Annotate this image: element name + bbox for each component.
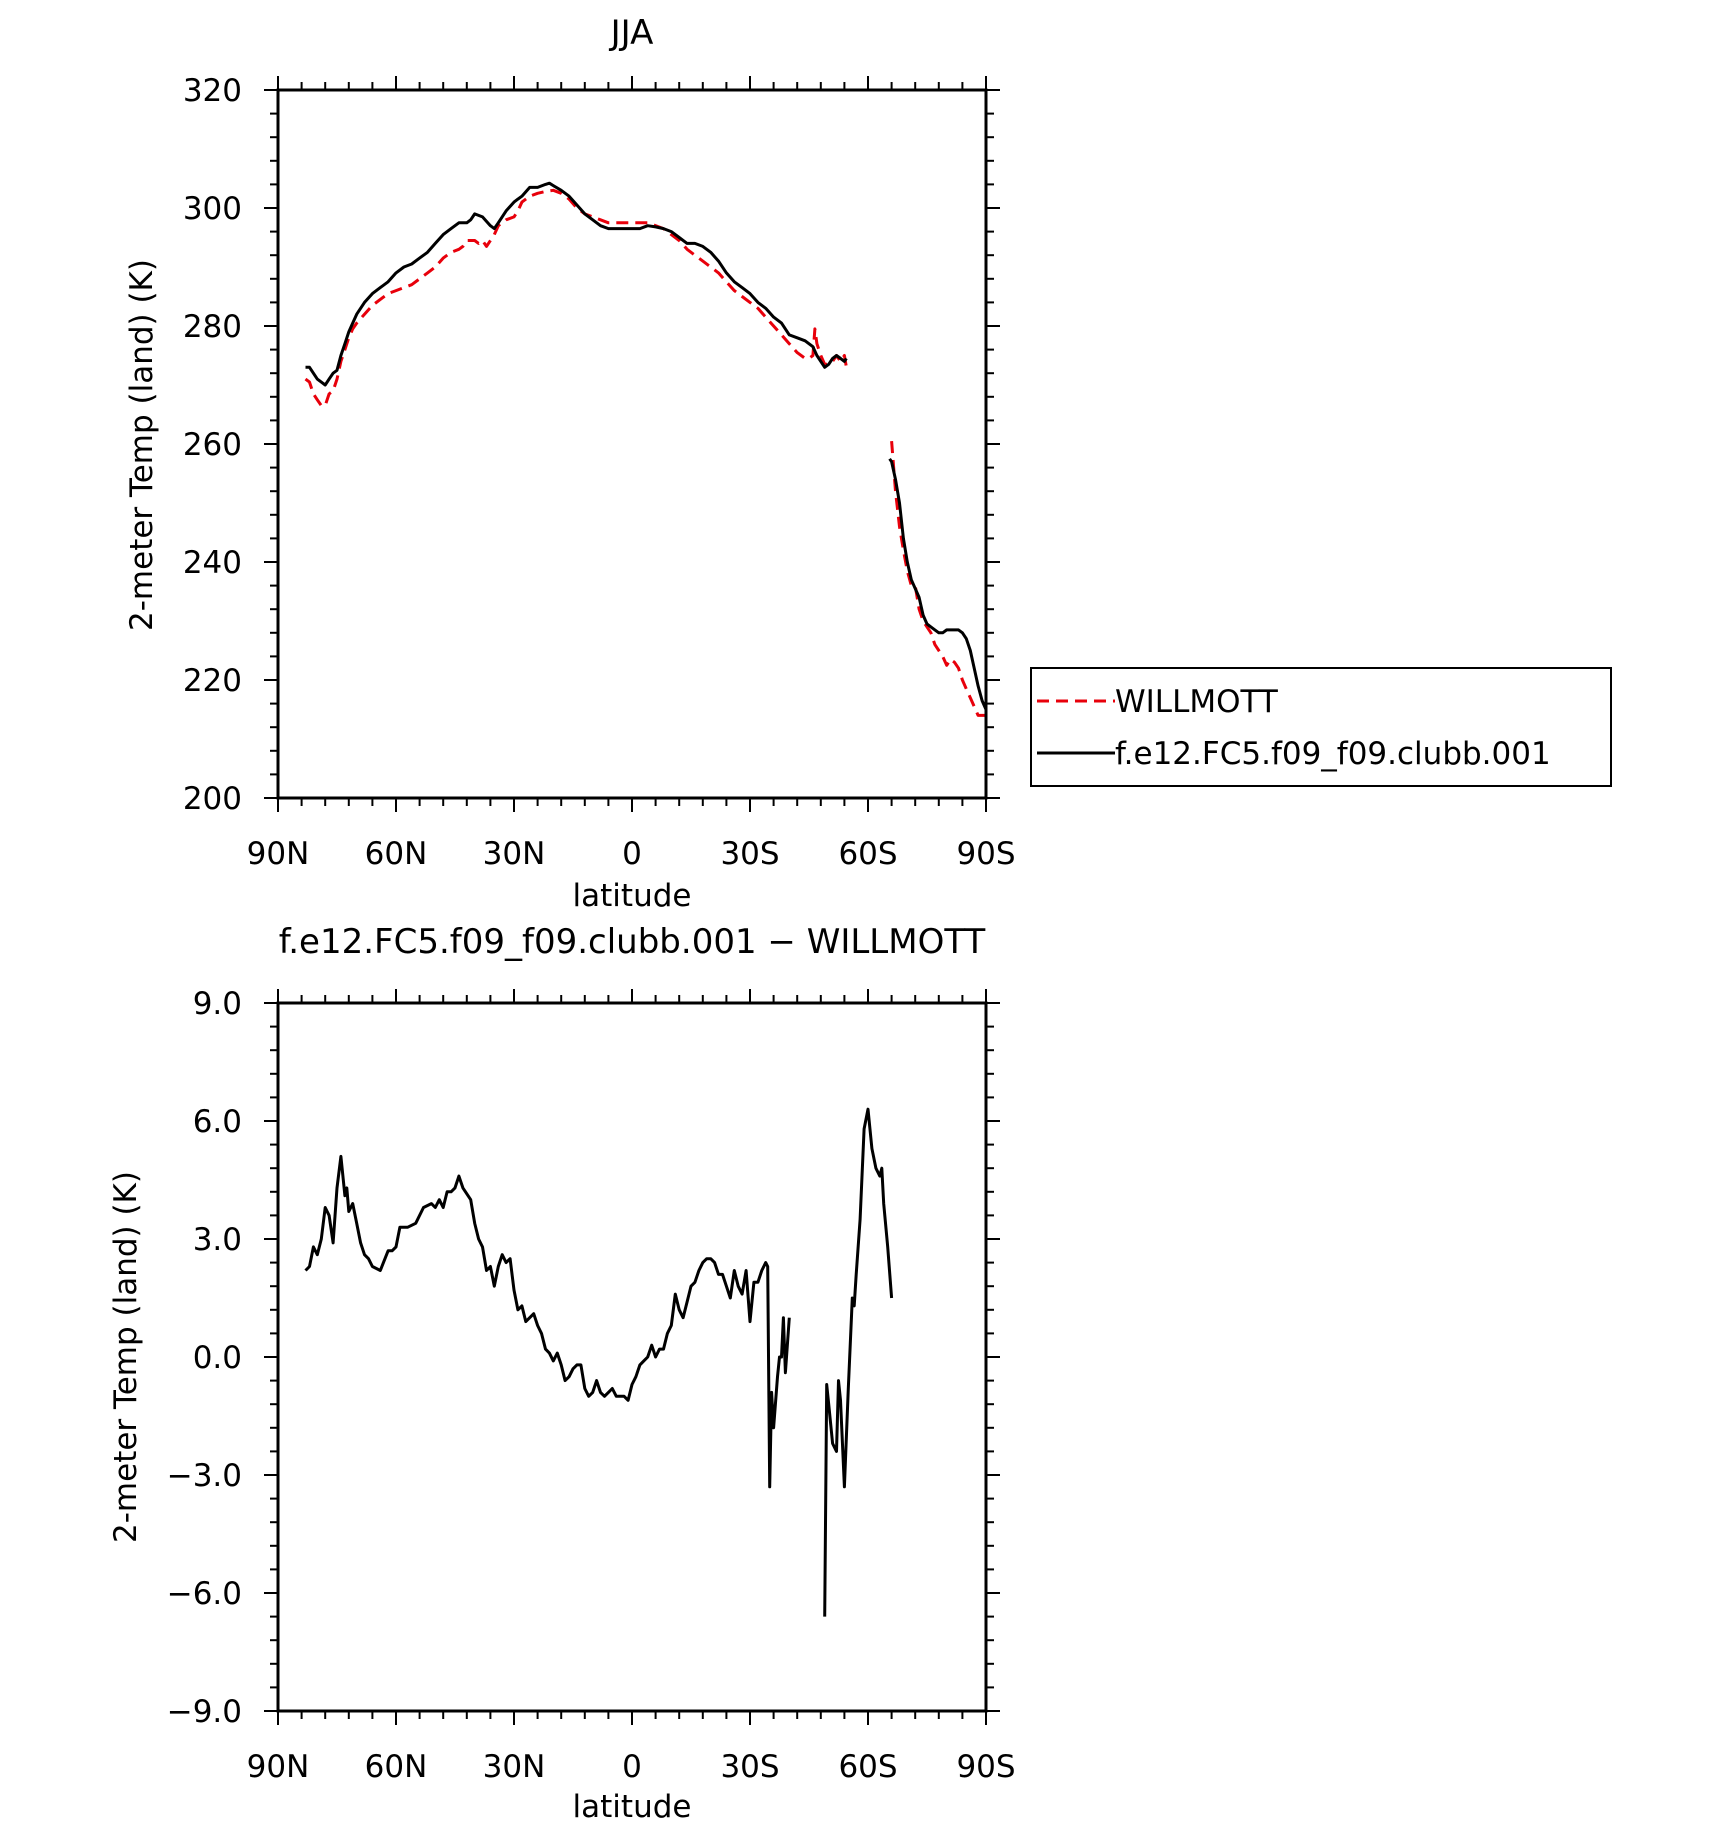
top-series-0-line — [304, 188, 848, 408]
top-x-tick-label: 30N — [483, 836, 546, 872]
top-panel: JJA 2-meter Temp (land) (K) latitude 90N… — [124, 13, 1612, 914]
bottom-x-tick-label: 60S — [838, 1749, 897, 1785]
bottom-x-tick-label: 90N — [247, 1749, 310, 1785]
bottom-x-tick-label: 30N — [483, 1749, 546, 1785]
bottom-panel: f.e12.FC5.f09_f09.clubb.001 − WILLMOTT 2… — [108, 922, 1016, 1822]
bottom-y-tick-label: −9.0 — [167, 1694, 242, 1730]
legend-label-model: f.e12.FC5.f09_f09.clubb.001 — [1115, 736, 1551, 772]
top-series-1-line — [305, 181, 848, 387]
legend-label-willmott: WILLMOTT — [1115, 684, 1279, 720]
bottom-data-lines — [304, 1107, 894, 1617]
legend-box — [1030, 667, 1612, 787]
bottom-series-0-line — [823, 1107, 894, 1617]
bottom-y-tick-labels: −9.0 −6.0 −3.0 0.0 3.0 6.0 9.0 — [167, 986, 242, 1730]
top-x-tick-label: 90S — [956, 836, 1015, 872]
top-y-tick-label: 320 — [183, 73, 242, 109]
top-series-0-line — [890, 440, 986, 717]
top-x-tick-labels: 90N 60N 30N 0 30S 60S 90S — [247, 836, 1016, 872]
top-x-tick-label: 90N — [247, 836, 310, 872]
bottom-series-0-line — [304, 1154, 791, 1489]
bottom-x-tick-label: 0 — [622, 1749, 642, 1785]
top-y-tick-label: 280 — [183, 309, 242, 345]
top-x-tick-label: 60S — [838, 836, 897, 872]
top-chart-title: JJA — [609, 13, 654, 53]
top-y-axis-label: 2-meter Temp (land) (K) — [124, 259, 160, 631]
bottom-y-tick-label: 6.0 — [193, 1104, 242, 1140]
bottom-x-tick-label: 30S — [720, 1749, 779, 1785]
top-y-tick-label: 300 — [183, 191, 242, 227]
bottom-y-tick-label: 9.0 — [193, 986, 242, 1022]
top-plot-frame — [276, 88, 988, 800]
bottom-plot-frame — [276, 1001, 988, 1713]
top-x-tick-label: 60N — [365, 836, 428, 872]
bottom-y-tick-label: 3.0 — [193, 1222, 242, 1258]
bottom-x-tick-label: 60N — [365, 1749, 428, 1785]
bottom-x-tick-label: 90S — [956, 1749, 1015, 1785]
bottom-chart-title: f.e12.FC5.f09_f09.clubb.001 − WILLMOTT — [279, 922, 986, 962]
top-y-tick-labels: 200 220 240 260 280 300 320 — [183, 73, 242, 817]
bottom-y-axis-label: 2-meter Temp (land) (K) — [108, 1171, 144, 1543]
top-y-tick-label: 220 — [183, 663, 242, 699]
top-y-tick-label: 200 — [183, 781, 242, 817]
top-x-tick-label: 0 — [622, 836, 642, 872]
bottom-x-tick-labels: 90N 60N 30N 0 30S 60S 90S — [247, 1749, 1016, 1785]
bottom-y-tick-label: −6.0 — [167, 1576, 242, 1612]
bottom-axes-ticks — [264, 989, 1000, 1725]
bottom-y-tick-label: −3.0 — [167, 1458, 242, 1494]
bottom-x-axis-label: latitude — [573, 1789, 692, 1822]
bottom-y-tick-label: 0.0 — [193, 1340, 242, 1376]
top-axes-ticks — [264, 76, 1000, 812]
top-data-lines — [304, 181, 988, 717]
legend: WILLMOTT f.e12.FC5.f09_f09.clubb.001 — [1030, 667, 1612, 787]
top-x-tick-label: 30S — [720, 836, 779, 872]
top-y-tick-label: 260 — [183, 427, 242, 463]
top-x-axis-label: latitude — [573, 878, 692, 914]
top-series-1-line — [888, 457, 988, 711]
top-y-tick-label: 240 — [183, 545, 242, 581]
